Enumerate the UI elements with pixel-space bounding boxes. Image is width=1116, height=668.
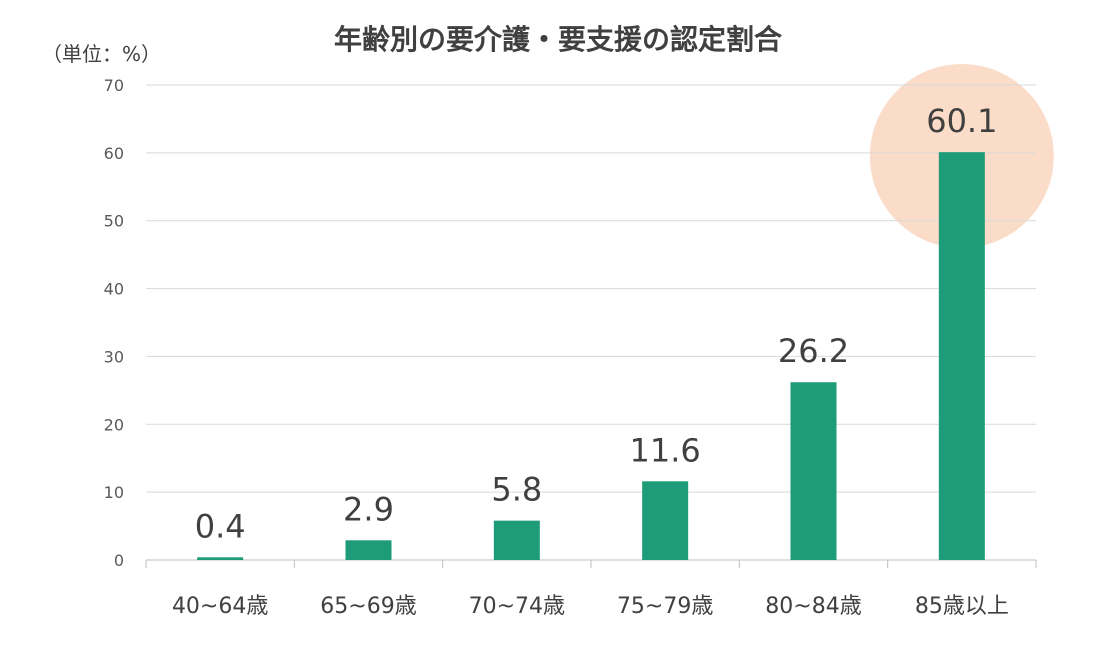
bar	[790, 382, 837, 560]
y-tick-label: 30	[104, 347, 124, 366]
chart-title: 年齢別の要介護・要支援の認定割合	[333, 23, 782, 56]
data-label: 26.2	[778, 332, 849, 370]
data-label: 5.8	[491, 471, 542, 509]
data-label: 0.4	[195, 507, 246, 545]
y-tick-label: 50	[104, 212, 124, 231]
bar	[493, 520, 540, 560]
data-label: 2.9	[343, 490, 394, 528]
y-tick-label: 0	[114, 551, 124, 570]
x-tick-label: 65~69歳	[320, 594, 416, 619]
y-tick-label: 20	[104, 415, 124, 434]
y-tick-label: 70	[104, 76, 124, 95]
bar	[642, 481, 689, 560]
y-tick-label: 40	[104, 280, 124, 299]
data-label: 60.1	[926, 102, 997, 140]
x-tick-label: 75~79歳	[617, 594, 713, 619]
bar	[197, 557, 244, 560]
unit-label: （単位：%）	[42, 42, 162, 66]
bar	[938, 152, 985, 560]
data-label: 11.6	[630, 431, 701, 469]
bar	[345, 540, 392, 560]
x-tick-label: 40~64歳	[172, 594, 268, 619]
x-tick-label: 85歳以上	[915, 594, 1009, 619]
x-tick-label: 70~74歳	[469, 594, 565, 619]
y-tick-label: 10	[104, 483, 124, 502]
y-tick-label: 60	[104, 144, 124, 163]
x-tick-label: 80~84歳	[765, 594, 861, 619]
